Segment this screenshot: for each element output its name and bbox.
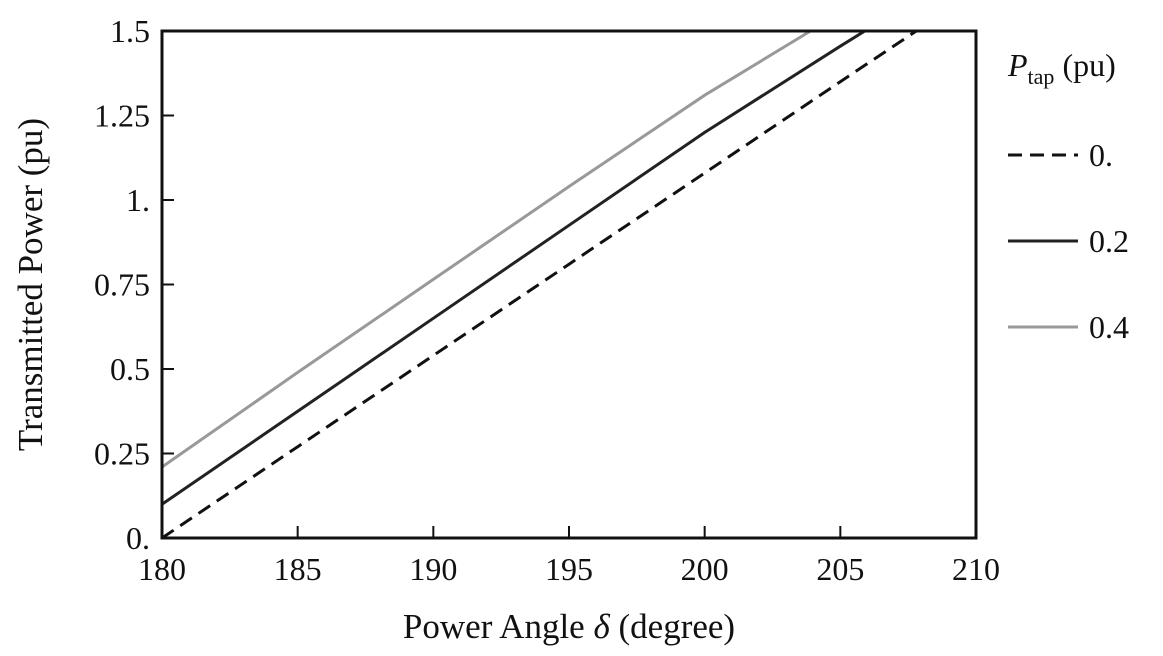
y-tick-label: 0. [126, 520, 150, 556]
y-tick-label: 0.75 [94, 267, 150, 303]
series-line-3 [161, 29, 812, 469]
legend-label-1: 0. [1089, 137, 1113, 173]
series-line-2 [161, 29, 866, 506]
y-tick-label: 1.25 [94, 98, 150, 134]
x-axis-title-unit: (degree) [610, 607, 735, 646]
y-axis: 0. 0.25 0.5 0.75 1. 1.25 1.5 [94, 13, 174, 556]
y-tick-label: 1.5 [110, 13, 150, 49]
y-tick-label: 1. [126, 182, 150, 218]
y-axis-title: Transmitted Power (pu) [11, 118, 50, 451]
legend-label-2: 0.2 [1089, 223, 1129, 259]
x-tick-label: 190 [409, 551, 457, 587]
x-tick-label: 195 [545, 551, 593, 587]
x-tick-label: 200 [681, 551, 729, 587]
x-tick-label: 205 [816, 551, 864, 587]
plot-area-frame [160, 29, 978, 540]
legend-title-unit: (pu) [1054, 47, 1115, 83]
y-tick-label: 0.5 [110, 351, 150, 387]
legend-title: Ptap (pu) [1007, 47, 1116, 89]
legend-label-3: 0.4 [1089, 309, 1129, 345]
x-tick-label: 210 [952, 551, 1000, 587]
x-axis-title-symbol: δ [593, 607, 610, 646]
x-axis-title-text: Power Angle [403, 607, 594, 646]
legend-title-subscript: tap [1028, 64, 1055, 89]
x-tick-label: 185 [274, 551, 322, 587]
legend: Ptap (pu) 0. 0.2 0.4 [1007, 47, 1129, 345]
plot-layer [161, 29, 918, 540]
y-tick-label: 0.25 [94, 436, 150, 472]
x-axis: 180 185 190 195 200 205 210 [138, 526, 1000, 587]
x-tick-label: 180 [138, 551, 186, 587]
x-axis-title: Power Angle δ (degree) [403, 607, 735, 646]
legend-title-symbol: P [1007, 47, 1028, 83]
series-line-1 [161, 29, 918, 540]
